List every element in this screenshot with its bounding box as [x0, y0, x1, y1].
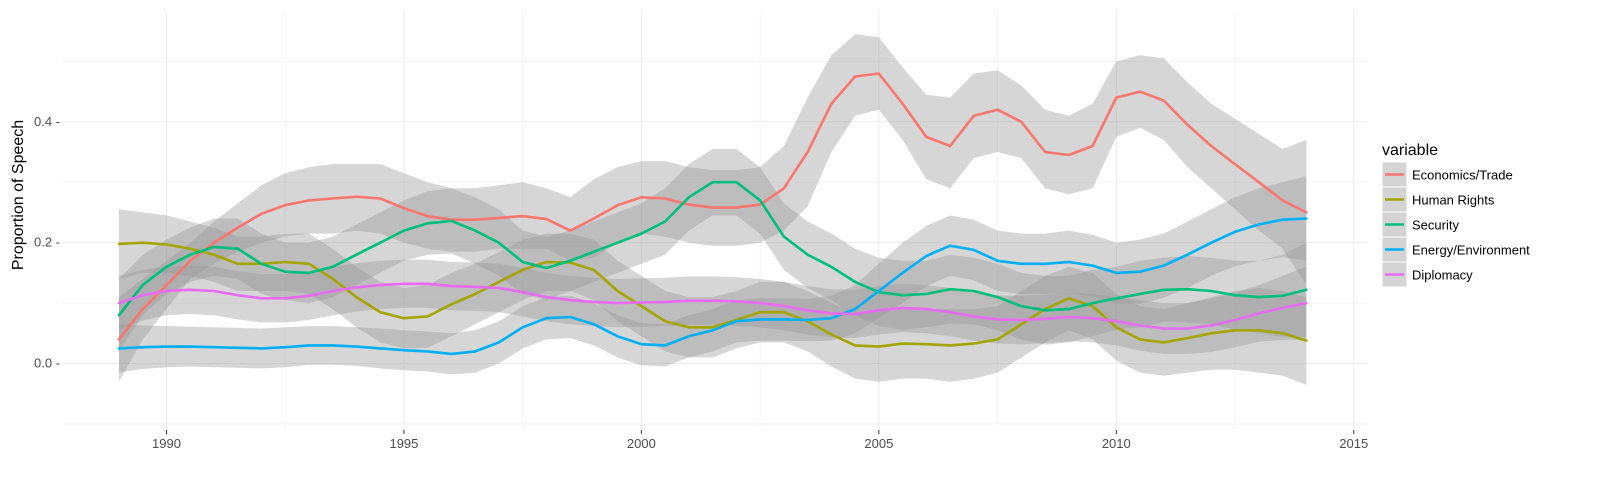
y-tick-label: 0.4 -: [34, 114, 60, 129]
x-tick-label: 2015: [1339, 436, 1368, 451]
grid-lines: [62, 10, 1368, 430]
x-tick-label: 2010: [1102, 436, 1131, 451]
series-lines: [117, 72, 1308, 356]
series-line-security: [117, 180, 1308, 317]
ribbon-human-rights: [119, 209, 1307, 385]
legend: variable Economics/Trade Human Rights Secu…: [1381, 142, 1530, 288]
legend-label-security: Security: [1412, 218, 1459, 233]
y-tick-label: 0.2 -: [34, 235, 60, 250]
x-tick-label: 2000: [627, 436, 656, 451]
x-tick-label: 1995: [389, 436, 418, 451]
legend-item-diplomacy: Diplomacy: [1381, 261, 1473, 288]
x-tick-label: 1990: [152, 436, 181, 451]
series-line-energy-environment: [117, 217, 1308, 356]
legend-item-economics-trade: Economics/Trade: [1381, 161, 1513, 188]
series-line-diplomacy: [117, 282, 1308, 330]
legend-label-energy-environment: Energy/Environment: [1412, 243, 1530, 258]
y-tick-label: 0.0 -: [34, 356, 60, 371]
legend-item-security: Security: [1381, 211, 1459, 238]
legend-item-energy-environment: Energy/Environment: [1381, 236, 1530, 263]
plot-panel: [62, 10, 1368, 430]
legend-item-human-rights: Human Rights: [1381, 186, 1495, 213]
legend-label-human-rights: Human Rights: [1412, 193, 1495, 208]
x-axis: 1990 1995 2000 2005 2010 2015: [152, 430, 1368, 451]
legend-title: variable: [1382, 142, 1438, 159]
y-axis: 0.0 - 0.2 - 0.4 -: [34, 114, 60, 371]
series-line-economics-trade: [117, 72, 1308, 341]
y-axis-title: Proportion of Speech: [10, 120, 27, 270]
ribbon-energy-environment: [119, 176, 1307, 375]
legend-label-economics-trade: Economics/Trade: [1412, 168, 1513, 183]
legend-items: Economics/Trade Human Rights Security Energ…: [1381, 161, 1530, 288]
x-tick-label: 2005: [864, 436, 893, 451]
legend-label-diplomacy: Diplomacy: [1412, 268, 1473, 283]
